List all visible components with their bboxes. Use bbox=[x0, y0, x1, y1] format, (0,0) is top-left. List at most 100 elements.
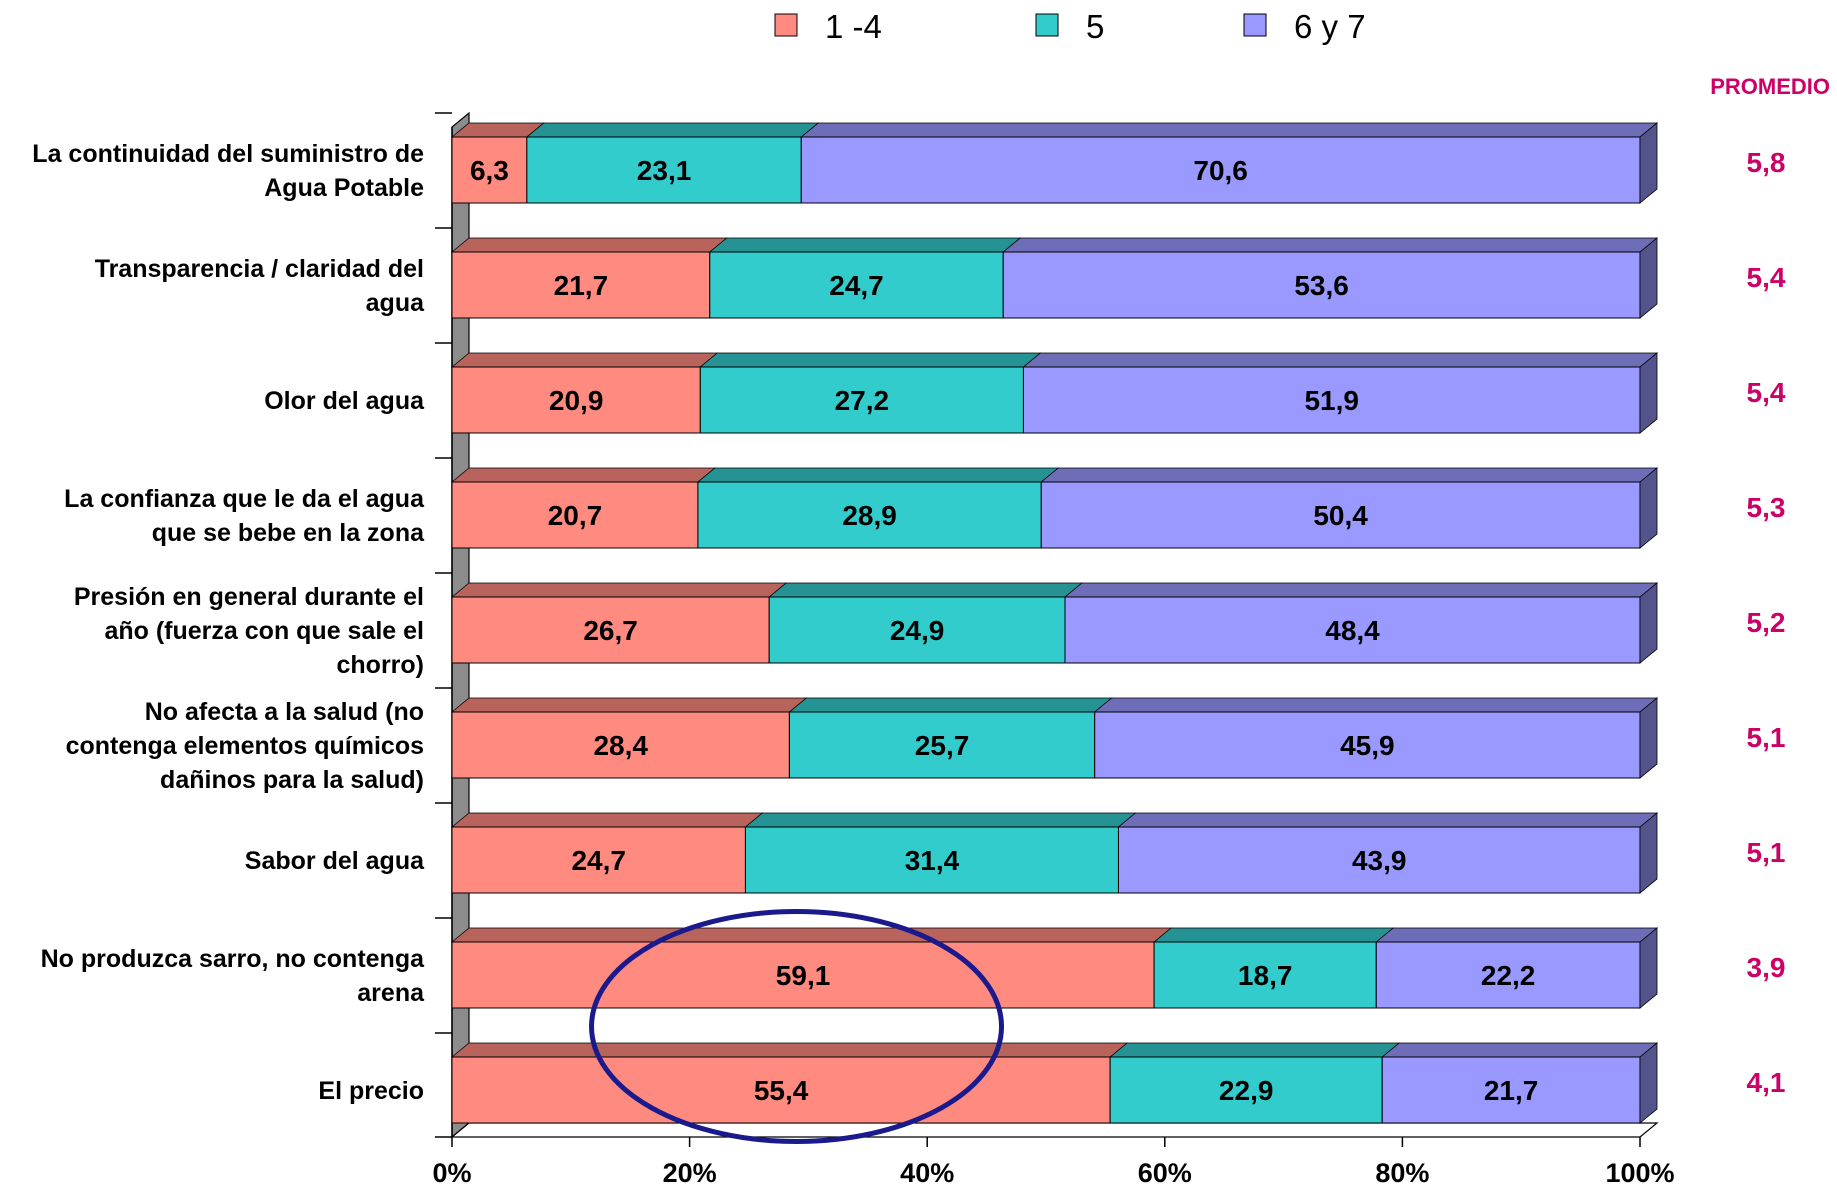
promedio-value: 5,4 bbox=[1747, 377, 1786, 408]
data-label: 28,9 bbox=[842, 500, 897, 531]
data-label: 70,6 bbox=[1193, 155, 1248, 186]
category-label-line: Transparencia / claridad del bbox=[95, 255, 424, 283]
bar-row: 21,7 24,7 53,6 bbox=[450, 237, 1659, 319]
bar-segment bbox=[1064, 596, 1641, 664]
data-label: 20,7 bbox=[548, 500, 603, 531]
data-label: 21,7 bbox=[1484, 1075, 1539, 1106]
bar-row: 59,1 18,7 22,2 bbox=[450, 927, 1659, 1009]
data-label: 23,1 bbox=[637, 155, 692, 186]
bar-top-face bbox=[768, 582, 1084, 598]
bar-side-face bbox=[1639, 812, 1658, 894]
category-label-line: que se bebe en la zona bbox=[152, 519, 425, 547]
category-label-line: Olor del agua bbox=[264, 387, 425, 415]
bar-top-face bbox=[450, 582, 788, 598]
category-label: No produzca sarro, no contenga arena bbox=[41, 945, 425, 1007]
bar-side-face bbox=[1639, 467, 1658, 549]
bar-segment bbox=[1002, 251, 1641, 319]
bar-segment bbox=[1117, 826, 1641, 894]
promedio-value: 5,4 bbox=[1747, 262, 1786, 293]
bar-row: 26,7 24,9 48,4 bbox=[450, 582, 1659, 664]
data-label: 27,2 bbox=[835, 385, 890, 416]
data-label: 24,9 bbox=[890, 615, 945, 646]
bar-top-face bbox=[1117, 812, 1659, 828]
bar-side-face bbox=[1639, 352, 1658, 434]
legend-label: 5 bbox=[1086, 8, 1104, 45]
bar-top-face bbox=[1381, 1042, 1659, 1058]
bar-top-face bbox=[1375, 927, 1659, 943]
data-label: 43,9 bbox=[1352, 845, 1407, 876]
bar-row: 24,7 31,4 43,9 bbox=[450, 812, 1659, 894]
x-tick-label: 60% bbox=[1138, 1158, 1192, 1188]
category-label: Presión en general durante el año (fuerza… bbox=[74, 583, 424, 679]
bar-segment bbox=[1153, 941, 1377, 1009]
bar-side-face bbox=[1639, 1042, 1658, 1124]
x-tick-label: 0% bbox=[432, 1158, 471, 1188]
category-label: El precio bbox=[318, 1077, 424, 1105]
promedio-value: 4,1 bbox=[1747, 1067, 1786, 1098]
bar-row: 55,4 22,9 21,7 bbox=[450, 1042, 1659, 1124]
category-label-line: contenga elementos químicos bbox=[66, 732, 424, 760]
bar-segment bbox=[1040, 481, 1641, 549]
bar-side-face bbox=[1639, 582, 1658, 664]
bar-top-face bbox=[800, 122, 1659, 138]
data-label: 18,7 bbox=[1238, 960, 1293, 991]
data-label: 53,6 bbox=[1294, 270, 1349, 301]
bars: 6,3 23,1 70,621,7 24,7 53,620,9 27,2 51,920,7 2… bbox=[450, 122, 1659, 1124]
data-label: 22,2 bbox=[1481, 960, 1536, 991]
bar-segment bbox=[1022, 366, 1641, 434]
legend-label: 6 y 7 bbox=[1294, 8, 1366, 45]
x-tick-label: 100% bbox=[1605, 1158, 1674, 1188]
promedio-value: 5,2 bbox=[1747, 607, 1786, 638]
bar-top-face bbox=[744, 812, 1137, 828]
bar-side-face bbox=[1639, 122, 1658, 204]
category-label-line: Presión en general durante el bbox=[74, 583, 424, 611]
data-label: 48,4 bbox=[1325, 615, 1380, 646]
bar-side-face bbox=[1639, 697, 1658, 779]
data-label: 25,7 bbox=[915, 730, 970, 761]
bar-top-face bbox=[1152, 927, 1395, 943]
promedio-value: 3,9 bbox=[1747, 952, 1786, 983]
bar-top-face bbox=[450, 697, 808, 713]
data-label: 55,4 bbox=[754, 1075, 809, 1106]
bar-segment bbox=[1381, 1056, 1641, 1124]
bar-side-face bbox=[1639, 927, 1658, 1009]
category-label-line: Agua Potable bbox=[264, 174, 424, 202]
data-label: 45,9 bbox=[1340, 730, 1395, 761]
bar-segment bbox=[697, 481, 1042, 549]
legend-swatch bbox=[774, 13, 798, 37]
bar-segment bbox=[451, 481, 699, 549]
data-label: 21,7 bbox=[554, 270, 609, 301]
data-label: 28,4 bbox=[593, 730, 648, 761]
category-label: La confianza que le da el agua que se beb… bbox=[64, 485, 425, 547]
category-label: Sabor del agua bbox=[245, 847, 425, 875]
bar-top-face bbox=[450, 237, 728, 253]
category-label-line: No produzca sarro, no contenga bbox=[41, 945, 425, 973]
bar-top-face bbox=[450, 812, 764, 828]
bar-segment bbox=[451, 596, 770, 664]
bar-top-face bbox=[788, 697, 1113, 713]
bar-segment bbox=[451, 366, 701, 434]
data-label: 22,9 bbox=[1219, 1075, 1274, 1106]
category-label-line: La confianza que le da el agua bbox=[64, 485, 425, 513]
bar-top-face bbox=[450, 467, 717, 483]
x-tick-label: 40% bbox=[900, 1158, 954, 1188]
x-tick-label: 20% bbox=[663, 1158, 717, 1188]
bar-segment bbox=[451, 711, 790, 779]
bar-top-face bbox=[450, 352, 719, 368]
category-label-line: No afecta a la salud (no bbox=[145, 698, 424, 726]
bar-segment bbox=[788, 711, 1096, 779]
bar-top-face bbox=[1002, 237, 1659, 253]
data-label: 50,4 bbox=[1313, 500, 1368, 531]
bar-row: 28,4 25,7 45,9 bbox=[450, 697, 1659, 779]
data-label: 51,9 bbox=[1304, 385, 1359, 416]
category-label-line: agua bbox=[366, 289, 425, 317]
data-label: 26,7 bbox=[583, 615, 638, 646]
bar-row: 20,9 27,2 51,9 bbox=[450, 352, 1659, 434]
bar-top-face bbox=[1109, 1042, 1401, 1058]
bar-top-face bbox=[699, 352, 1042, 368]
bar-segment bbox=[768, 596, 1066, 664]
x-tick-labels: 0% 20% 40% 60% 80% 100% bbox=[432, 1158, 1674, 1188]
bar-segment bbox=[1094, 711, 1641, 779]
category-label: Transparencia / claridad del agua bbox=[95, 255, 425, 317]
